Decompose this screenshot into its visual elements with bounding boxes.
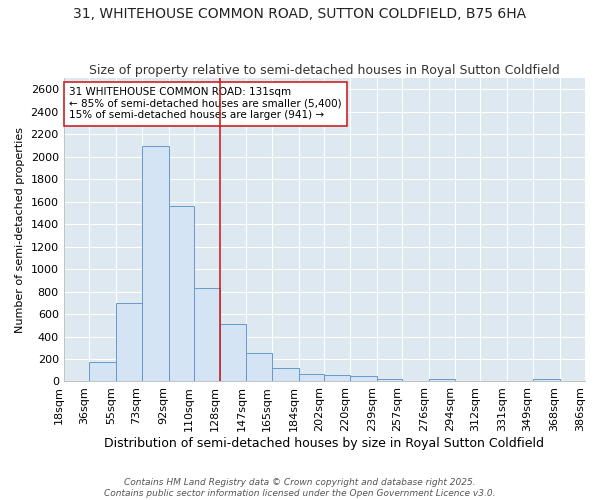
Text: Contains HM Land Registry data © Crown copyright and database right 2025.
Contai: Contains HM Land Registry data © Crown c… — [104, 478, 496, 498]
Bar — [169, 206, 194, 382]
Bar — [247, 354, 272, 382]
Bar — [533, 378, 560, 382]
Bar — [272, 368, 299, 382]
Y-axis label: Number of semi-detached properties: Number of semi-detached properties — [15, 127, 25, 333]
Bar — [116, 303, 142, 382]
Bar — [194, 288, 220, 382]
Text: 31, WHITEHOUSE COMMON ROAD, SUTTON COLDFIELD, B75 6HA: 31, WHITEHOUSE COMMON ROAD, SUTTON COLDF… — [73, 8, 527, 22]
Title: Size of property relative to semi-detached houses in Royal Sutton Coldfield: Size of property relative to semi-detach… — [89, 64, 560, 77]
Bar — [220, 324, 247, 382]
Bar — [429, 379, 455, 382]
Bar — [325, 374, 350, 382]
Text: 31 WHITEHOUSE COMMON ROAD: 131sqm
← 85% of semi-detached houses are smaller (5,4: 31 WHITEHOUSE COMMON ROAD: 131sqm ← 85% … — [69, 88, 341, 120]
Bar — [377, 379, 402, 382]
Bar — [89, 362, 116, 382]
Bar — [350, 376, 377, 382]
X-axis label: Distribution of semi-detached houses by size in Royal Sutton Coldfield: Distribution of semi-detached houses by … — [104, 437, 544, 450]
Bar — [299, 374, 325, 382]
Bar — [142, 146, 169, 382]
